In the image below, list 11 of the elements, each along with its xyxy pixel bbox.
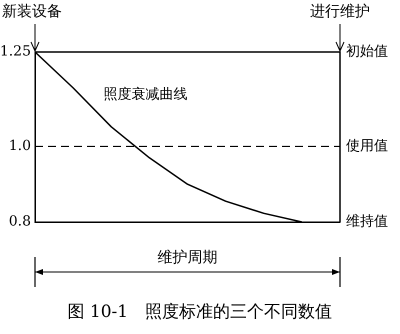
x-axis-title: 维护周期 xyxy=(158,248,218,267)
y-tick-label: 0.8 xyxy=(8,214,31,230)
series-label: 照度衰减曲线 xyxy=(103,86,188,102)
text: 初始值 xyxy=(346,44,388,60)
text: 新装设备 xyxy=(2,2,62,21)
y-tick-label: 1.0 xyxy=(8,138,31,154)
y-tick-label: 1.25 xyxy=(0,44,31,60)
ref-line-label: 使用值 xyxy=(346,138,388,154)
text: 图 10-1 照度标准的三个不同数值 xyxy=(68,301,332,323)
text: 维持值 xyxy=(346,214,388,230)
text: 进行维护 xyxy=(310,2,370,21)
